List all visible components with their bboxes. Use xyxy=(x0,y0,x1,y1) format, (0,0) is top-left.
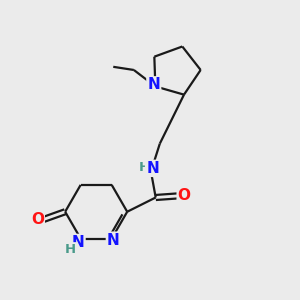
Text: O: O xyxy=(178,188,191,203)
Text: O: O xyxy=(31,212,44,226)
Text: N: N xyxy=(72,235,85,250)
Text: N: N xyxy=(107,233,120,248)
Text: H: H xyxy=(138,161,149,174)
Text: N: N xyxy=(146,161,159,176)
Text: N: N xyxy=(147,77,160,92)
Text: H: H xyxy=(65,243,76,256)
